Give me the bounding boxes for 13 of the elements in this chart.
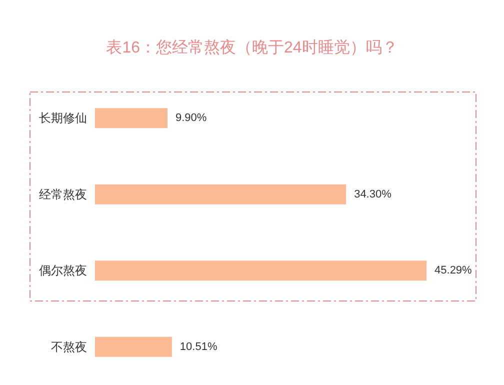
y-tick-label: 经常熬夜 [39,187,87,202]
bar [95,260,427,281]
data-label: 10.51% [180,340,218,353]
bar [95,108,168,128]
data-label: 45.29% [434,264,472,277]
data-label: 9.90% [175,112,207,124]
bar [95,184,346,204]
y-tick-label: 长期修仙 [39,111,87,126]
y-tick-label: 不熬夜 [51,340,87,354]
data-label: 34.30% [354,188,392,200]
y-tick-label: 偶尔熬夜 [39,264,87,278]
chart-title: 表16：您经常熬夜（晚于24时睡觉）吗？ [106,38,398,56]
bar [95,336,172,357]
